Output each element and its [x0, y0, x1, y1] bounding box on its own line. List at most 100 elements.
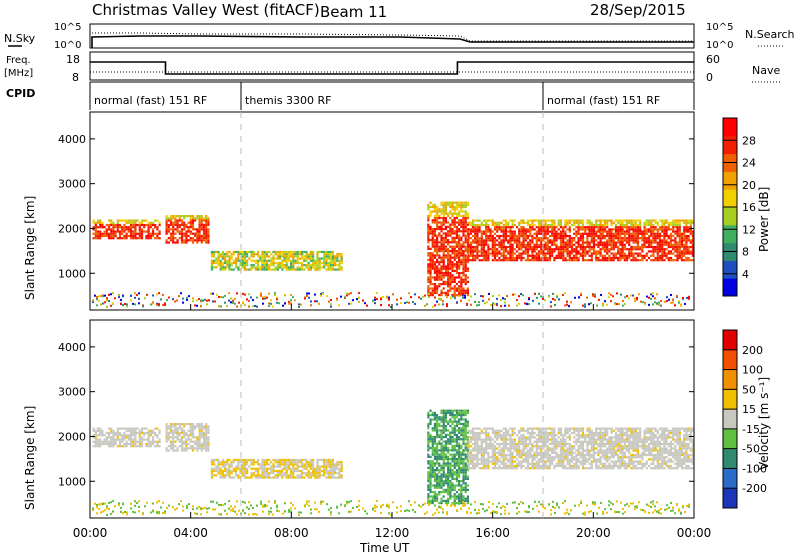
- nsky-trace: [91, 35, 694, 48]
- velocity-ytick-label-1: 2000: [58, 430, 86, 443]
- velocity-colorbar-swatch-1: [723, 468, 737, 489]
- power-region-0: [92, 219, 161, 240]
- power-region-4: [467, 219, 695, 262]
- velocity-near-range-clutter: [92, 500, 690, 516]
- noise-tick-left-top: 10^5: [54, 22, 81, 33]
- velocity-scatter: [92, 409, 695, 516]
- power-ytick-label-0: 1000: [58, 267, 86, 280]
- power-ytick-label-3: 4000: [58, 133, 86, 146]
- xtick-label-2: 08:00: [274, 526, 309, 540]
- power-colorbar-swatch-0: [723, 278, 737, 297]
- power-colorbar-swatch-1: [723, 260, 737, 279]
- freq-tick-top: 18: [66, 53, 80, 66]
- power-colorbar-tick-1: 24: [742, 157, 756, 170]
- power-colorbar-tick-6: 4: [742, 268, 749, 281]
- xtick-label-0: 00:00: [73, 526, 108, 540]
- velocity-ytick-label-0: 1000: [58, 475, 86, 488]
- velocity-region-3: [427, 409, 470, 505]
- power-colorbar-swatch-6: [723, 171, 737, 190]
- power-colorbar-swatch-5: [723, 189, 737, 208]
- nave-label: Nave: [752, 64, 780, 77]
- velocity-colorbar-swatch-2: [723, 448, 737, 469]
- x-axis-label: Time UT: [359, 541, 410, 554]
- x-axis: 00:00 04:00 08:00 12:00 16:00 20:00 00:00: [73, 112, 712, 540]
- cpid-segment-label-1: themis 3300 RF: [245, 94, 332, 107]
- velocity-colorbar-swatch-0: [723, 488, 737, 509]
- nave-tick-top: 60: [706, 53, 720, 66]
- power-ytick-label-1: 2000: [58, 222, 86, 235]
- velocity-colorbar-label: Velocity [m s⁻¹]: [757, 377, 771, 470]
- velocity-colorbar-tick-2: 50: [742, 383, 756, 396]
- power-panel: 1000 2000 3000 4000 Slant Range [km]: [23, 111, 695, 311]
- velocity-colorbar-swatch-8: [723, 330, 737, 351]
- velocity-colorbar-frame: [722, 329, 738, 509]
- velocity-colorbar-tick-6: -100: [742, 462, 767, 475]
- velocity-colorbar: 200 100 50 15 -15 -50 -100 -200: [722, 329, 767, 509]
- velocity-panel: 1000 2000 3000 4000 Slant Range [km]: [23, 319, 695, 519]
- power-colorbar-swatch-4: [723, 207, 737, 226]
- velocity-region-1: [165, 423, 210, 452]
- freq-trace: [90, 61, 694, 75]
- velocity-colorbar-tick-7: -200: [742, 482, 767, 495]
- velocity-ytick-label-2: 3000: [58, 386, 86, 399]
- cpid-label: CPID: [6, 87, 35, 100]
- velocity-colorbar-swatch-3: [723, 428, 737, 450]
- power-scatter: [92, 201, 695, 308]
- xtick-label-4: 16:00: [475, 526, 510, 540]
- power-colorbar-tick-4: 12: [742, 223, 756, 236]
- power-region-3: [427, 201, 470, 297]
- noise-panel: N.Sky 10^5 10^0 10^5 10^0 N.Search: [4, 22, 795, 51]
- noise-tick-left-bottom: 10^0: [54, 40, 81, 51]
- velocity-panel-bg: [90, 320, 694, 518]
- velocity-region-0: [92, 427, 161, 448]
- power-colorbar-tick-5: 8: [742, 246, 749, 259]
- cpid-segment-label-0: normal (fast) 151 RF: [94, 94, 207, 107]
- velocity-colorbar-tick-1: 100: [742, 364, 763, 377]
- power-ytick-label-2: 3000: [58, 178, 86, 191]
- velocity-colorbar-swatch-4: [723, 409, 737, 430]
- date-label: 28/Sep/2015: [590, 1, 686, 19]
- freq-label-line2: [MHz]: [4, 68, 33, 79]
- velocity-ytick-label-3: 4000: [58, 341, 86, 354]
- velocity-colorbar-swatch-7: [723, 349, 737, 371]
- power-panel-bg: [90, 112, 694, 310]
- power-colorbar-swatch-8: [723, 135, 737, 155]
- power-colorbar: 28 24 20 16 12 8 4: [722, 117, 756, 297]
- power-region-2: [210, 250, 343, 271]
- power-y-axis-label: Slant Range [km]: [23, 196, 37, 300]
- noise-tick-right-bottom: 10^0: [706, 40, 733, 51]
- xtick-label-3: 12:00: [375, 526, 410, 540]
- power-colorbar-tick-3: 16: [742, 201, 756, 214]
- velocity-y-axis: 1000 2000 3000 4000: [58, 341, 694, 488]
- freq-label-line1: Freq.: [6, 55, 31, 66]
- velocity-colorbar-tick-5: -50: [742, 443, 760, 456]
- beam-label: Beam 11: [320, 3, 387, 21]
- freq-panel: Freq. [MHz] 18 8 60 0 Nave: [4, 51, 780, 84]
- velocity-region-4: [467, 427, 695, 470]
- nsky-label: N.Sky: [4, 32, 36, 45]
- noise-tick-right-top: 10^5: [706, 22, 733, 33]
- velocity-y-axis-label: Slant Range [km]: [23, 406, 37, 510]
- noise-panel-frame: [89, 23, 695, 49]
- nsearch-label: N.Search: [745, 28, 795, 41]
- cpid-row: CPID normal (fast) 151 RF themis 3300 RF n…: [6, 81, 695, 110]
- nsearch-trace: [92, 32, 694, 42]
- velocity-colorbar-tick-3: 15: [742, 403, 756, 416]
- velocity-colorbar-tick-0: 200: [742, 344, 763, 357]
- power-y-axis: 1000 2000 3000 4000: [58, 133, 694, 280]
- station-title: Christmas Valley West (fitACF): [92, 1, 320, 19]
- power-colorbar-label: Power [dB]: [757, 187, 771, 252]
- power-region-1: [165, 215, 210, 244]
- velocity-colorbar-swatch-5: [723, 389, 737, 410]
- velocity-colorbar-swatch-6: [723, 369, 737, 390]
- xtick-label-6: 00:00: [677, 526, 712, 540]
- velocity-colorbar-tick-4: -15: [742, 423, 760, 436]
- power-colorbar-swatch-9: [723, 118, 737, 137]
- power-near-range-clutter: [92, 292, 690, 308]
- power-colorbar-tick-2: 20: [742, 179, 756, 192]
- velocity-region-2: [210, 458, 343, 479]
- power-colorbar-swatch-3: [723, 224, 737, 244]
- freq-tick-bottom: 8: [72, 71, 79, 84]
